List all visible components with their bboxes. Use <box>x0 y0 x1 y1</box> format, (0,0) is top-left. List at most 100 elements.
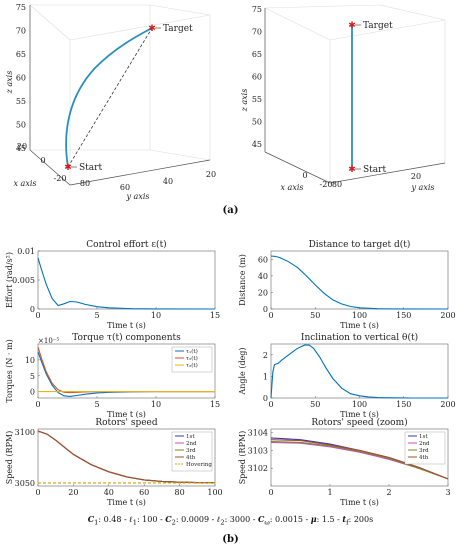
rotors-zoom-legend-entry: 3rd <box>419 448 429 454</box>
traj-persp-x-tick: 20 <box>17 142 27 151</box>
traj-persp-target-label: Target <box>163 24 193 34</box>
c1-label: C <box>87 514 95 524</box>
l2-sub: 2 <box>220 518 225 527</box>
distance-y-tick-label: 0 <box>263 305 268 314</box>
torque-x-tick-label: 0 <box>35 400 40 409</box>
effort-plot-area <box>37 250 216 310</box>
rotors-zoom-title: Rotors' speed (zoom) <box>311 417 407 428</box>
rotors-zoom-series-line-4 <box>270 439 449 480</box>
inclination-plot-area <box>270 343 449 399</box>
rotors-x-tick-label: 0 <box>35 488 40 497</box>
traj-front-grid-line <box>379 4 446 21</box>
distance-x-tick-label: 0 <box>268 311 273 320</box>
effort-title: Control effort ε(t) <box>86 239 166 250</box>
torque-y-tick-label: 5 <box>30 372 35 381</box>
rotors-zoom-chart: Rotors' speed (zoom) 0 1 2 3 3102 3103 3104 Time… <box>238 417 451 507</box>
rotors-legend-entry: 1st <box>186 434 195 440</box>
torque-x-tick-label: 10 <box>151 400 161 409</box>
rotors-legend-entry: Hovering <box>186 462 212 468</box>
rotors-y-label: Speed (RPM) <box>5 431 14 485</box>
torque-x-label: Time t (s) <box>107 410 146 419</box>
effort-y-label: Effort (rad/s²) <box>5 252 14 308</box>
traj-front-y-tick: 20 <box>411 172 421 181</box>
effort-x-tick-label: 5 <box>94 311 99 320</box>
distance-x-tick-label: 200 <box>440 311 455 320</box>
torque-x-tick-label: 15 <box>210 400 220 409</box>
traj-persp-z-tick: 65 <box>16 50 26 59</box>
traj-front-z-tick: 55 <box>252 95 262 104</box>
traj-persp-grid-line <box>29 4 71 41</box>
rotors-legend-entry: 2nd <box>186 441 197 447</box>
traj-persp-z-tick: 70 <box>16 27 26 36</box>
rotors-y-tick-label: 3050 <box>15 479 35 488</box>
traj-persp-x-label: x axis <box>14 179 37 188</box>
inclination-x-tick-label: 100 <box>352 400 367 409</box>
rotors-zoom-x-tick-label: 0 <box>268 488 273 497</box>
effort-x-tick-label: 0 <box>35 311 40 320</box>
traj-front-x-label: x axis <box>281 183 304 192</box>
effort-chart: Control effort ε(t) 0 5 10 15 0 0.005 0.01 Time … <box>5 239 220 330</box>
rotors-zoom-legend-entry: 4th <box>419 455 429 461</box>
effort-x-tick-label: 10 <box>151 311 161 320</box>
traj-persp-grid-line <box>69 14 211 41</box>
traj-front-z-tick: 60 <box>252 73 262 82</box>
effort-x-label: Time t (s) <box>107 321 146 330</box>
traj-front-y-label: y axis <box>410 183 434 192</box>
inclination-x-label: Time t (s) <box>340 410 379 419</box>
traj-front-y-tick: 80 <box>332 180 342 189</box>
tf-value: : 200s <box>348 515 374 524</box>
rotors-zoom-x-tick-label: 2 <box>386 488 391 497</box>
traj-persp-y-tick: 80 <box>80 179 90 188</box>
torque-legend-entry: τ₁(t) <box>186 348 198 355</box>
distance-x-tick-label: 100 <box>352 311 367 320</box>
distance-title: Distance to target d(t) <box>309 239 411 250</box>
rotors-series-line-4 <box>37 430 216 484</box>
inclination-x-tick-label: 50 <box>310 400 320 409</box>
torque-legend-entry: τ₂(t) <box>186 355 198 362</box>
traj-persp-start-marker: ✱ <box>64 163 72 173</box>
rotors-title: Rotors' speed <box>95 418 158 428</box>
caption-a: (a) <box>222 205 239 216</box>
traj-front-x-tick: 0 <box>302 171 307 180</box>
effort-x-tick-label: 15 <box>210 311 220 320</box>
effort-series-line-1 <box>37 257 216 310</box>
distance-plot-area <box>270 250 449 310</box>
rotors-legend-entry: 3rd <box>186 448 196 454</box>
inclination-series-line-1 <box>270 344 448 399</box>
rotors-zoom-y-tick-label: 3102 <box>248 464 268 473</box>
traj-persp-grid-line <box>149 4 211 16</box>
rotors-zoom-x-label: Time t (s) <box>340 498 379 507</box>
rotors-zoom-legend-entry: 1st <box>419 434 428 440</box>
l1-label: ℓ <box>129 514 133 524</box>
traj-persp-z-tick: 60 <box>16 74 26 83</box>
l1-sub: 1 <box>132 518 137 527</box>
distance-chart: Distance to target d(t) 0 50 100 150 200 0 20 40… <box>238 239 456 330</box>
rotors-x-tick-label: 100 <box>207 488 222 497</box>
rotors-zoom-x-tick-label: 3 <box>445 488 450 497</box>
traj-front-z-tick: 75 <box>252 5 262 14</box>
torque-legend-entry: τ₃(t) <box>186 362 198 369</box>
traj-front-target-label: Target <box>363 21 393 31</box>
tf-label: t <box>342 514 347 524</box>
traj-front-z-tick: 50 <box>252 118 262 127</box>
l2-label: ℓ <box>216 514 221 524</box>
c1-value: : 0.48 - <box>98 515 130 524</box>
rotors-x-tick-label: 20 <box>68 488 78 497</box>
cw-sub: ω <box>264 518 270 527</box>
traj-front-z-tick: 65 <box>252 50 262 59</box>
traj-persp-z-tick: 45 <box>16 144 26 153</box>
traj-persp-straight-line <box>67 27 153 168</box>
c1-sub: 1 <box>94 518 99 527</box>
distance-x-tick-label: 50 <box>310 311 320 320</box>
rotors-zoom-y-label: Speed (RPM) <box>238 431 247 485</box>
rotors-zoom-series-line-3 <box>270 440 449 480</box>
l1-value: : 100 - <box>136 515 166 524</box>
traj-persp-z-tick: 50 <box>16 121 26 130</box>
traj-front-z-tick: 45 <box>252 140 262 149</box>
inclination-x-tick-label: 0 <box>268 400 273 409</box>
mu-label: μ <box>310 514 317 524</box>
traj-persp-y-label: y axis <box>125 192 149 201</box>
traj-front-grid-line <box>264 7 331 41</box>
